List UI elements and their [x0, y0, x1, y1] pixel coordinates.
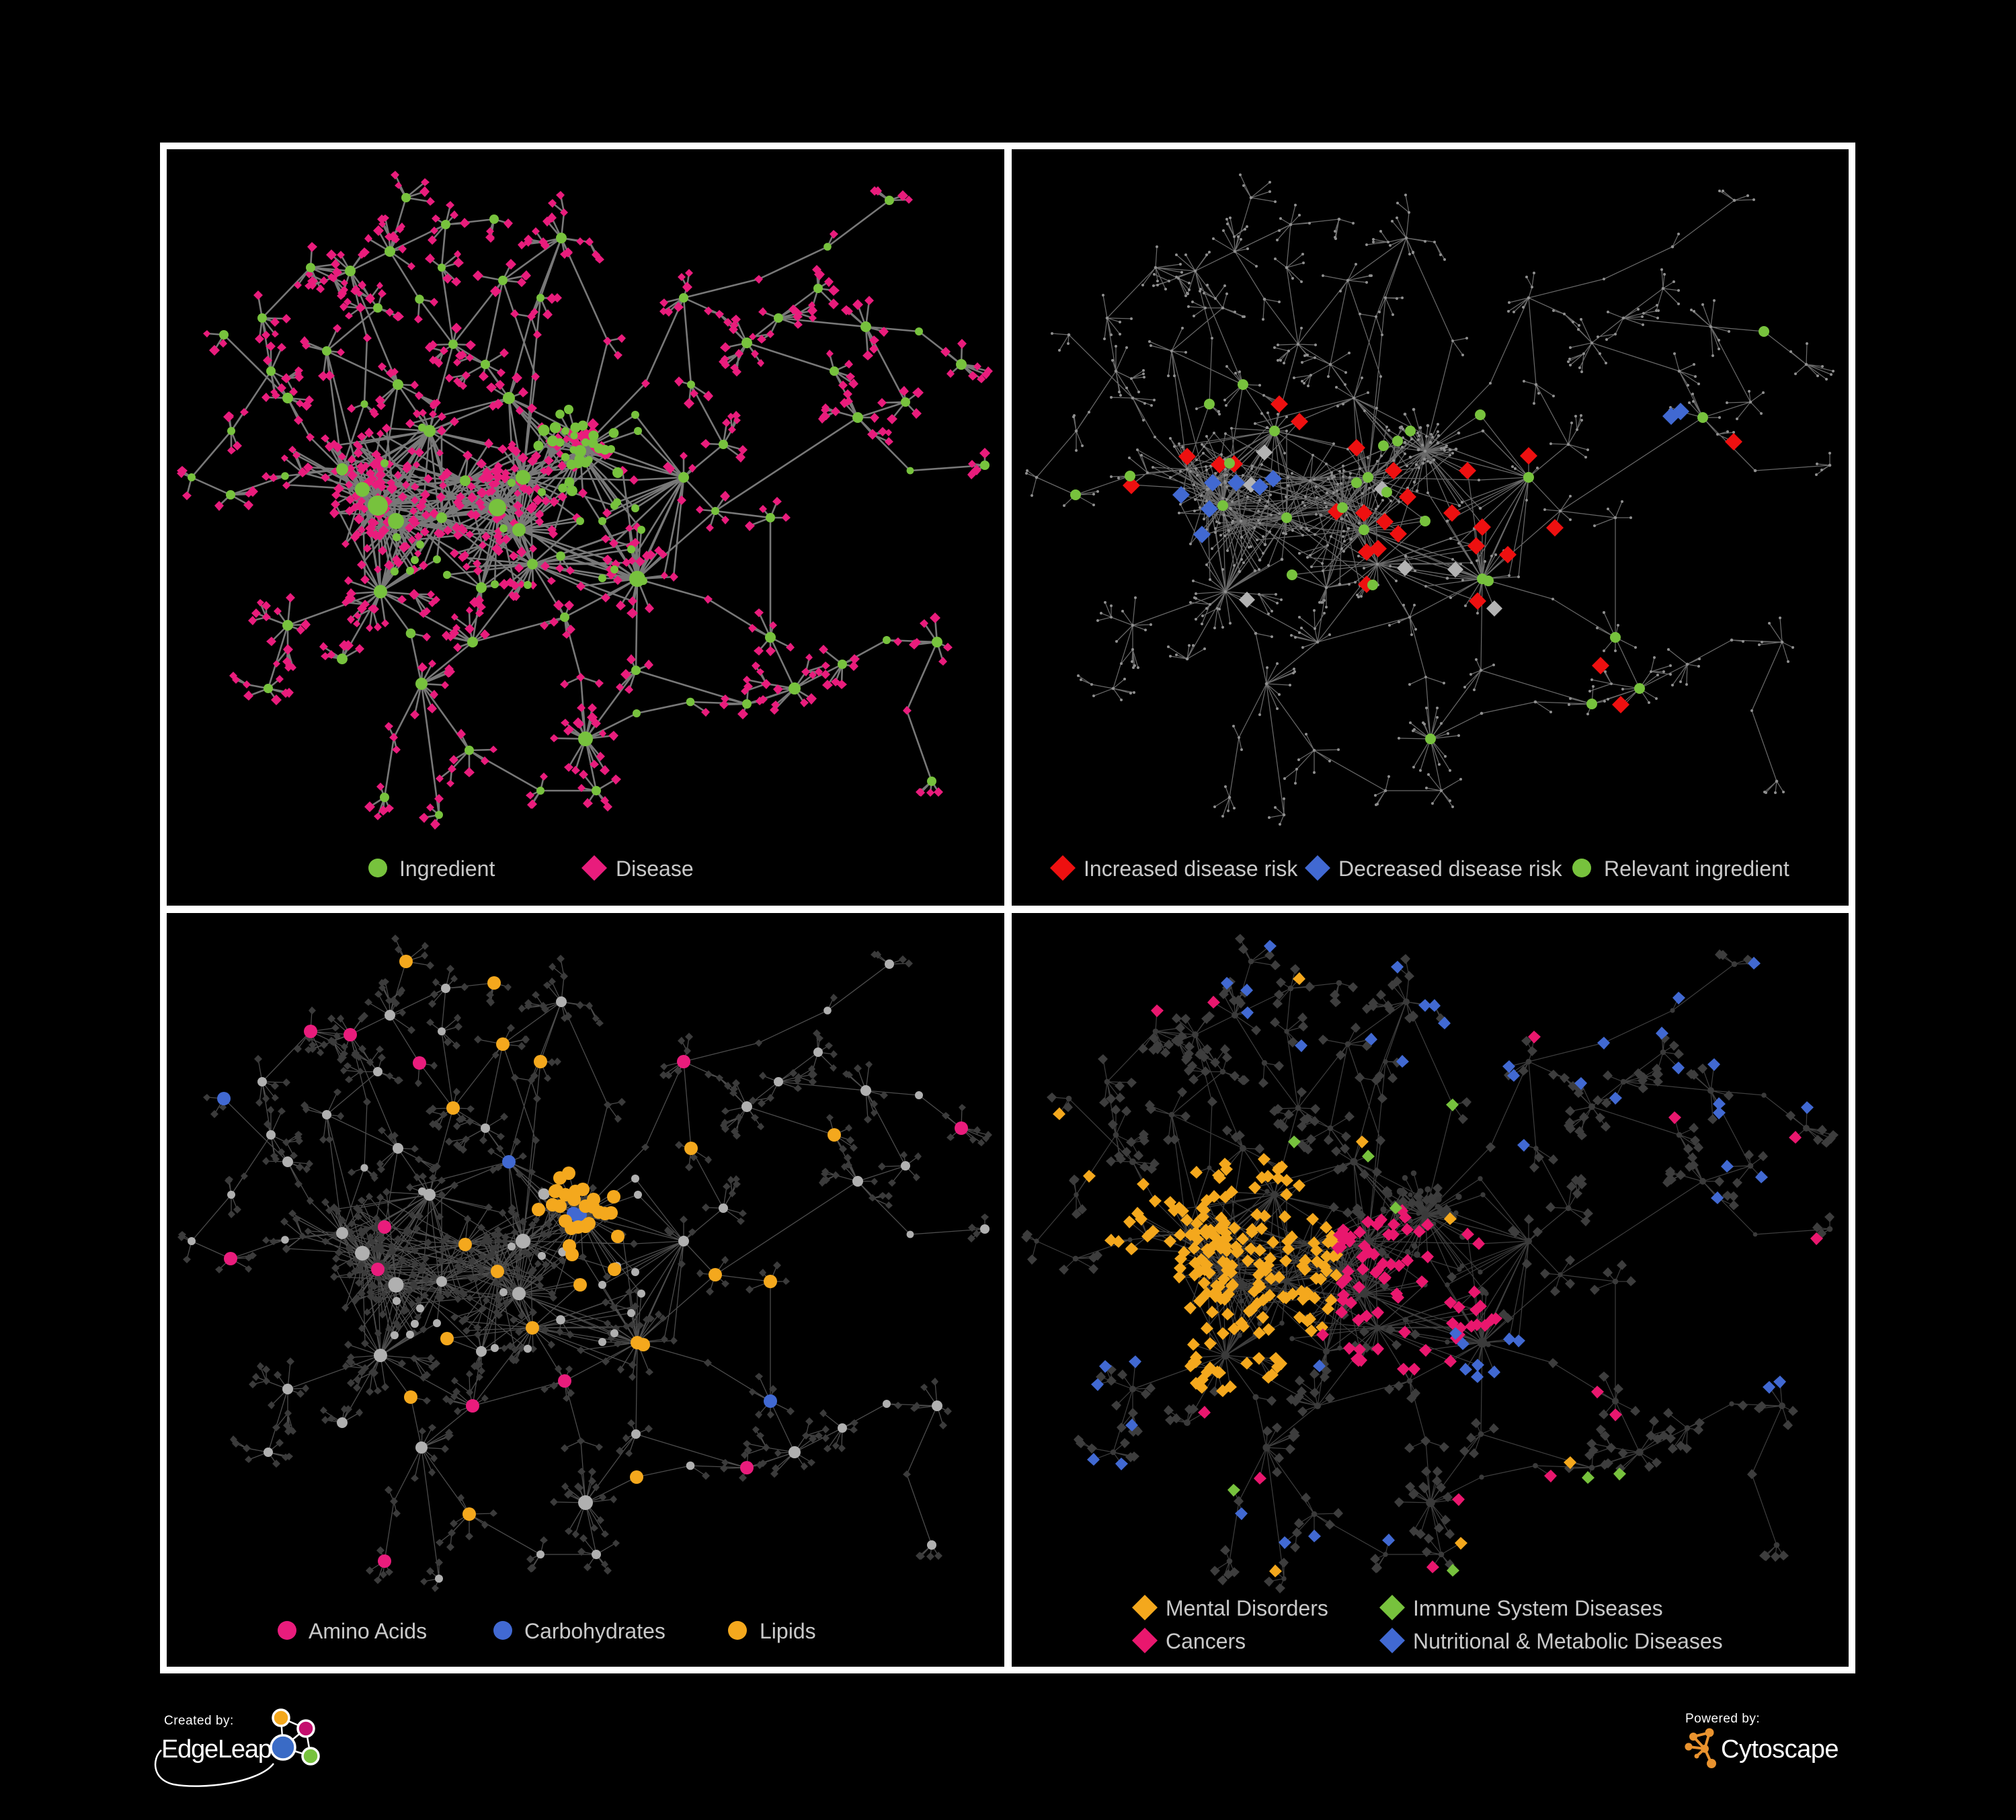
svg-text:Ingredient: Ingredient — [399, 857, 495, 881]
svg-text:Decreased disease risk: Decreased disease risk — [1338, 857, 1563, 881]
svg-text:EdgeLeap: EdgeLeap — [161, 1735, 272, 1764]
svg-text:Lipids: Lipids — [760, 1619, 816, 1643]
svg-text:Carbohydrates: Carbohydrates — [524, 1619, 666, 1643]
svg-text:Powered by:: Powered by: — [1685, 1712, 1760, 1726]
svg-text:Amino Acids: Amino Acids — [309, 1619, 427, 1643]
svg-text:Created by:: Created by: — [164, 1714, 234, 1728]
svg-text:Nutritional & Metabolic Diseas: Nutritional & Metabolic Diseases — [1413, 1629, 1723, 1653]
svg-text:Increased disease risk: Increased disease risk — [1084, 857, 1298, 881]
svg-text:Cancers: Cancers — [1166, 1629, 1246, 1653]
svg-text:Immune System Diseases: Immune System Diseases — [1413, 1596, 1663, 1620]
svg-text:Mental Disorders: Mental Disorders — [1166, 1596, 1328, 1620]
svg-text:Disease: Disease — [616, 857, 694, 881]
svg-text:Relevant ingredient: Relevant ingredient — [1604, 857, 1789, 881]
svg-text:Cytoscape: Cytoscape — [1721, 1735, 1839, 1764]
